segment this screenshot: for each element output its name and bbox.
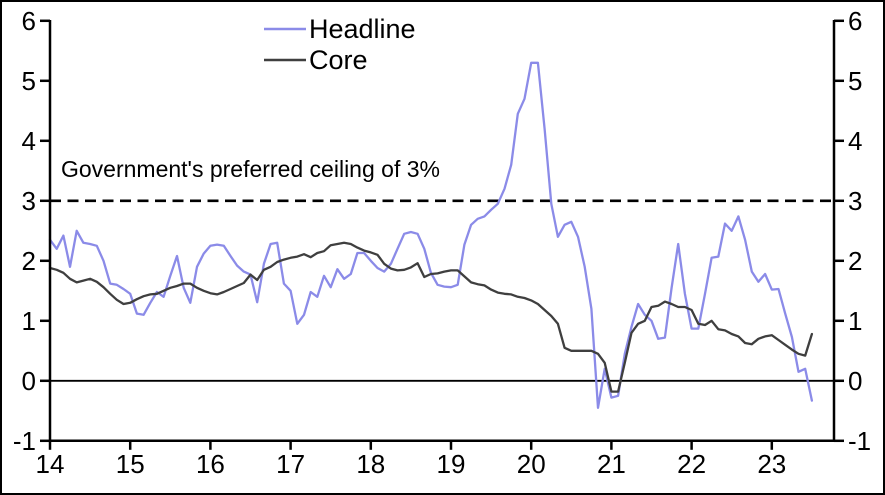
y-tick-label-right--1: -1 <box>848 426 871 456</box>
y-tick-label-left--1: -1 <box>13 426 36 456</box>
legend-core-label: Core <box>309 45 368 75</box>
y-tick-label-right-1: 1 <box>848 306 862 336</box>
legend-headline-label: Headline <box>309 14 416 44</box>
series-line-headline <box>48 61 814 409</box>
y-tick-label-right-0: 0 <box>848 366 862 396</box>
legend: Headline Core <box>264 14 416 75</box>
ceiling-annotation: Government's preferred ceiling of 3% <box>61 156 440 182</box>
x-tick-label-23: 23 <box>757 449 786 479</box>
x-tick-label-15: 15 <box>116 449 145 479</box>
y-tick-label-left-6: 6 <box>22 6 36 36</box>
y-tick-label-left-0: 0 <box>22 366 36 396</box>
y-tick-label-right-2: 2 <box>848 246 862 276</box>
x-tick-label-16: 16 <box>196 449 225 479</box>
x-tick-label-14: 14 <box>36 449 65 479</box>
x-tick-label-17: 17 <box>276 449 305 479</box>
y-tick-label-left-3: 3 <box>22 186 36 216</box>
y-tick-label-right-6: 6 <box>848 6 862 36</box>
y-tick-label-left-5: 5 <box>22 66 36 96</box>
y-tick-label-right-3: 3 <box>848 186 862 216</box>
x-tick-label-18: 18 <box>356 449 385 479</box>
y-tick-label-left-1: 1 <box>22 306 36 336</box>
x-tick-label-19: 19 <box>437 449 466 479</box>
y-tick-label-right-5: 5 <box>848 66 862 96</box>
series-line-core <box>48 241 814 393</box>
y-tick-label-left-2: 2 <box>22 246 36 276</box>
y-tick-label-left-4: 4 <box>22 126 36 156</box>
x-tick-label-21: 21 <box>597 449 626 479</box>
x-tick-label-22: 22 <box>677 449 706 479</box>
x-tick-label-20: 20 <box>517 449 546 479</box>
y-tick-label-right-4: 4 <box>848 126 862 156</box>
